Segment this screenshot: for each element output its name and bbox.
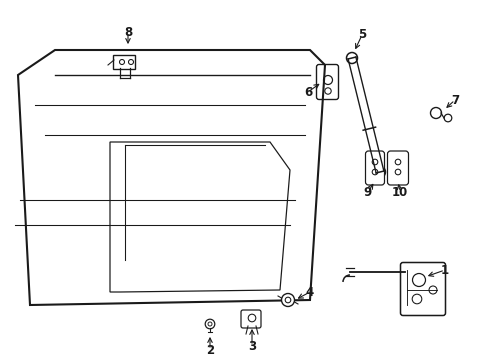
FancyBboxPatch shape (386, 151, 407, 185)
FancyBboxPatch shape (400, 262, 445, 315)
Text: 3: 3 (247, 339, 256, 352)
Circle shape (346, 53, 357, 63)
Circle shape (281, 293, 294, 306)
Text: 9: 9 (363, 185, 371, 198)
Text: 5: 5 (357, 28, 366, 41)
Text: 10: 10 (391, 185, 407, 198)
Text: 1: 1 (440, 264, 448, 276)
Circle shape (205, 319, 214, 329)
Circle shape (429, 108, 441, 118)
Circle shape (374, 166, 385, 177)
Text: 4: 4 (305, 285, 313, 298)
FancyBboxPatch shape (365, 151, 384, 185)
Text: 7: 7 (450, 94, 458, 107)
Text: 8: 8 (123, 26, 132, 39)
FancyBboxPatch shape (241, 310, 261, 328)
Circle shape (443, 114, 451, 122)
Text: 6: 6 (303, 85, 311, 99)
Text: 2: 2 (205, 343, 214, 356)
